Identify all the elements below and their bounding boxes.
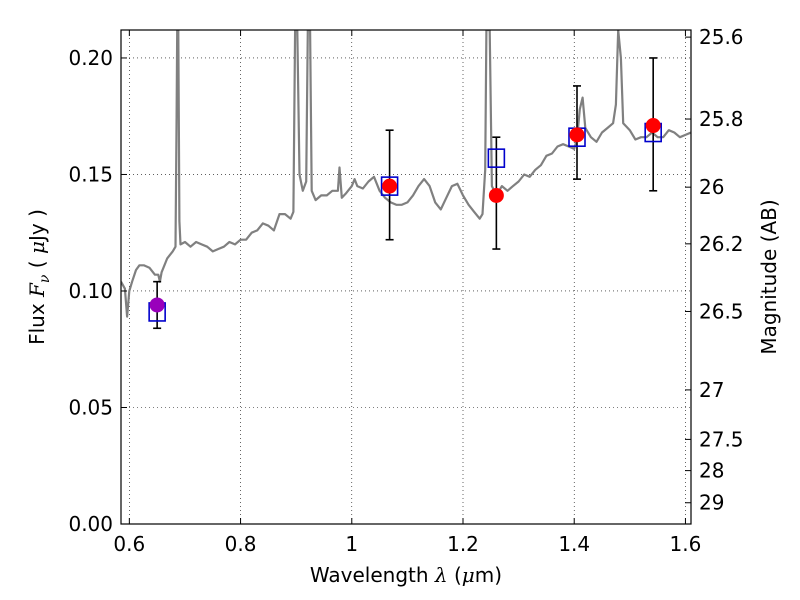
mag-tick-label: 26 — [699, 175, 724, 199]
x-tick-label: 1 — [345, 532, 358, 556]
y2-axis-label: Magnitude (AB) — [757, 199, 781, 354]
y-tick-label: 0.20 — [68, 46, 113, 70]
x-tick-label: 0.8 — [225, 532, 257, 556]
mag-tick-label: 26.2 — [699, 232, 744, 256]
x-tick-label: 1.2 — [447, 532, 479, 556]
mag-tick-label: 28 — [699, 459, 724, 483]
y-tick-label: 0.05 — [68, 395, 113, 419]
mag-tick-label: 27.5 — [699, 427, 744, 451]
y-tick-label: 0.15 — [68, 162, 113, 186]
axis-ticks: 0.6 0.8 1 1.2 1.4 1.6 0.00 0.05 0.10 0.15 0.20 25.6… — [68, 25, 743, 556]
observed-point — [382, 178, 398, 194]
model-spectrum-line — [121, 30, 691, 318]
model-photometry-box — [487, 148, 506, 168]
plot-frame — [120, 29, 692, 525]
observed-point — [149, 297, 165, 313]
model-spectrum-group — [121, 30, 691, 318]
mag-tick-label: 26.5 — [699, 299, 744, 323]
x-axis-label: Wavelength λ (μm) — [310, 563, 502, 587]
mag-tick-label: 25.8 — [699, 107, 744, 131]
x-tick-label: 0.6 — [113, 532, 145, 556]
x-tick-label: 1.4 — [558, 532, 590, 556]
observed-point — [569, 127, 585, 143]
x-tick-label: 1.6 — [670, 532, 702, 556]
y-axis-label: Flux Fν ( μJy ) — [25, 209, 53, 345]
mag-tick-label: 29 — [699, 491, 724, 515]
observed-point — [645, 118, 661, 134]
data-points-group — [148, 57, 662, 330]
mag-tick-label: 25.6 — [699, 25, 744, 49]
model-photometry-box — [380, 176, 399, 196]
y-tick-label: 0.00 — [68, 512, 113, 536]
grid-lines — [121, 30, 691, 524]
mag-tick-label: 27 — [699, 378, 724, 402]
y-tick-label: 0.10 — [68, 279, 113, 303]
observed-point — [488, 187, 504, 203]
